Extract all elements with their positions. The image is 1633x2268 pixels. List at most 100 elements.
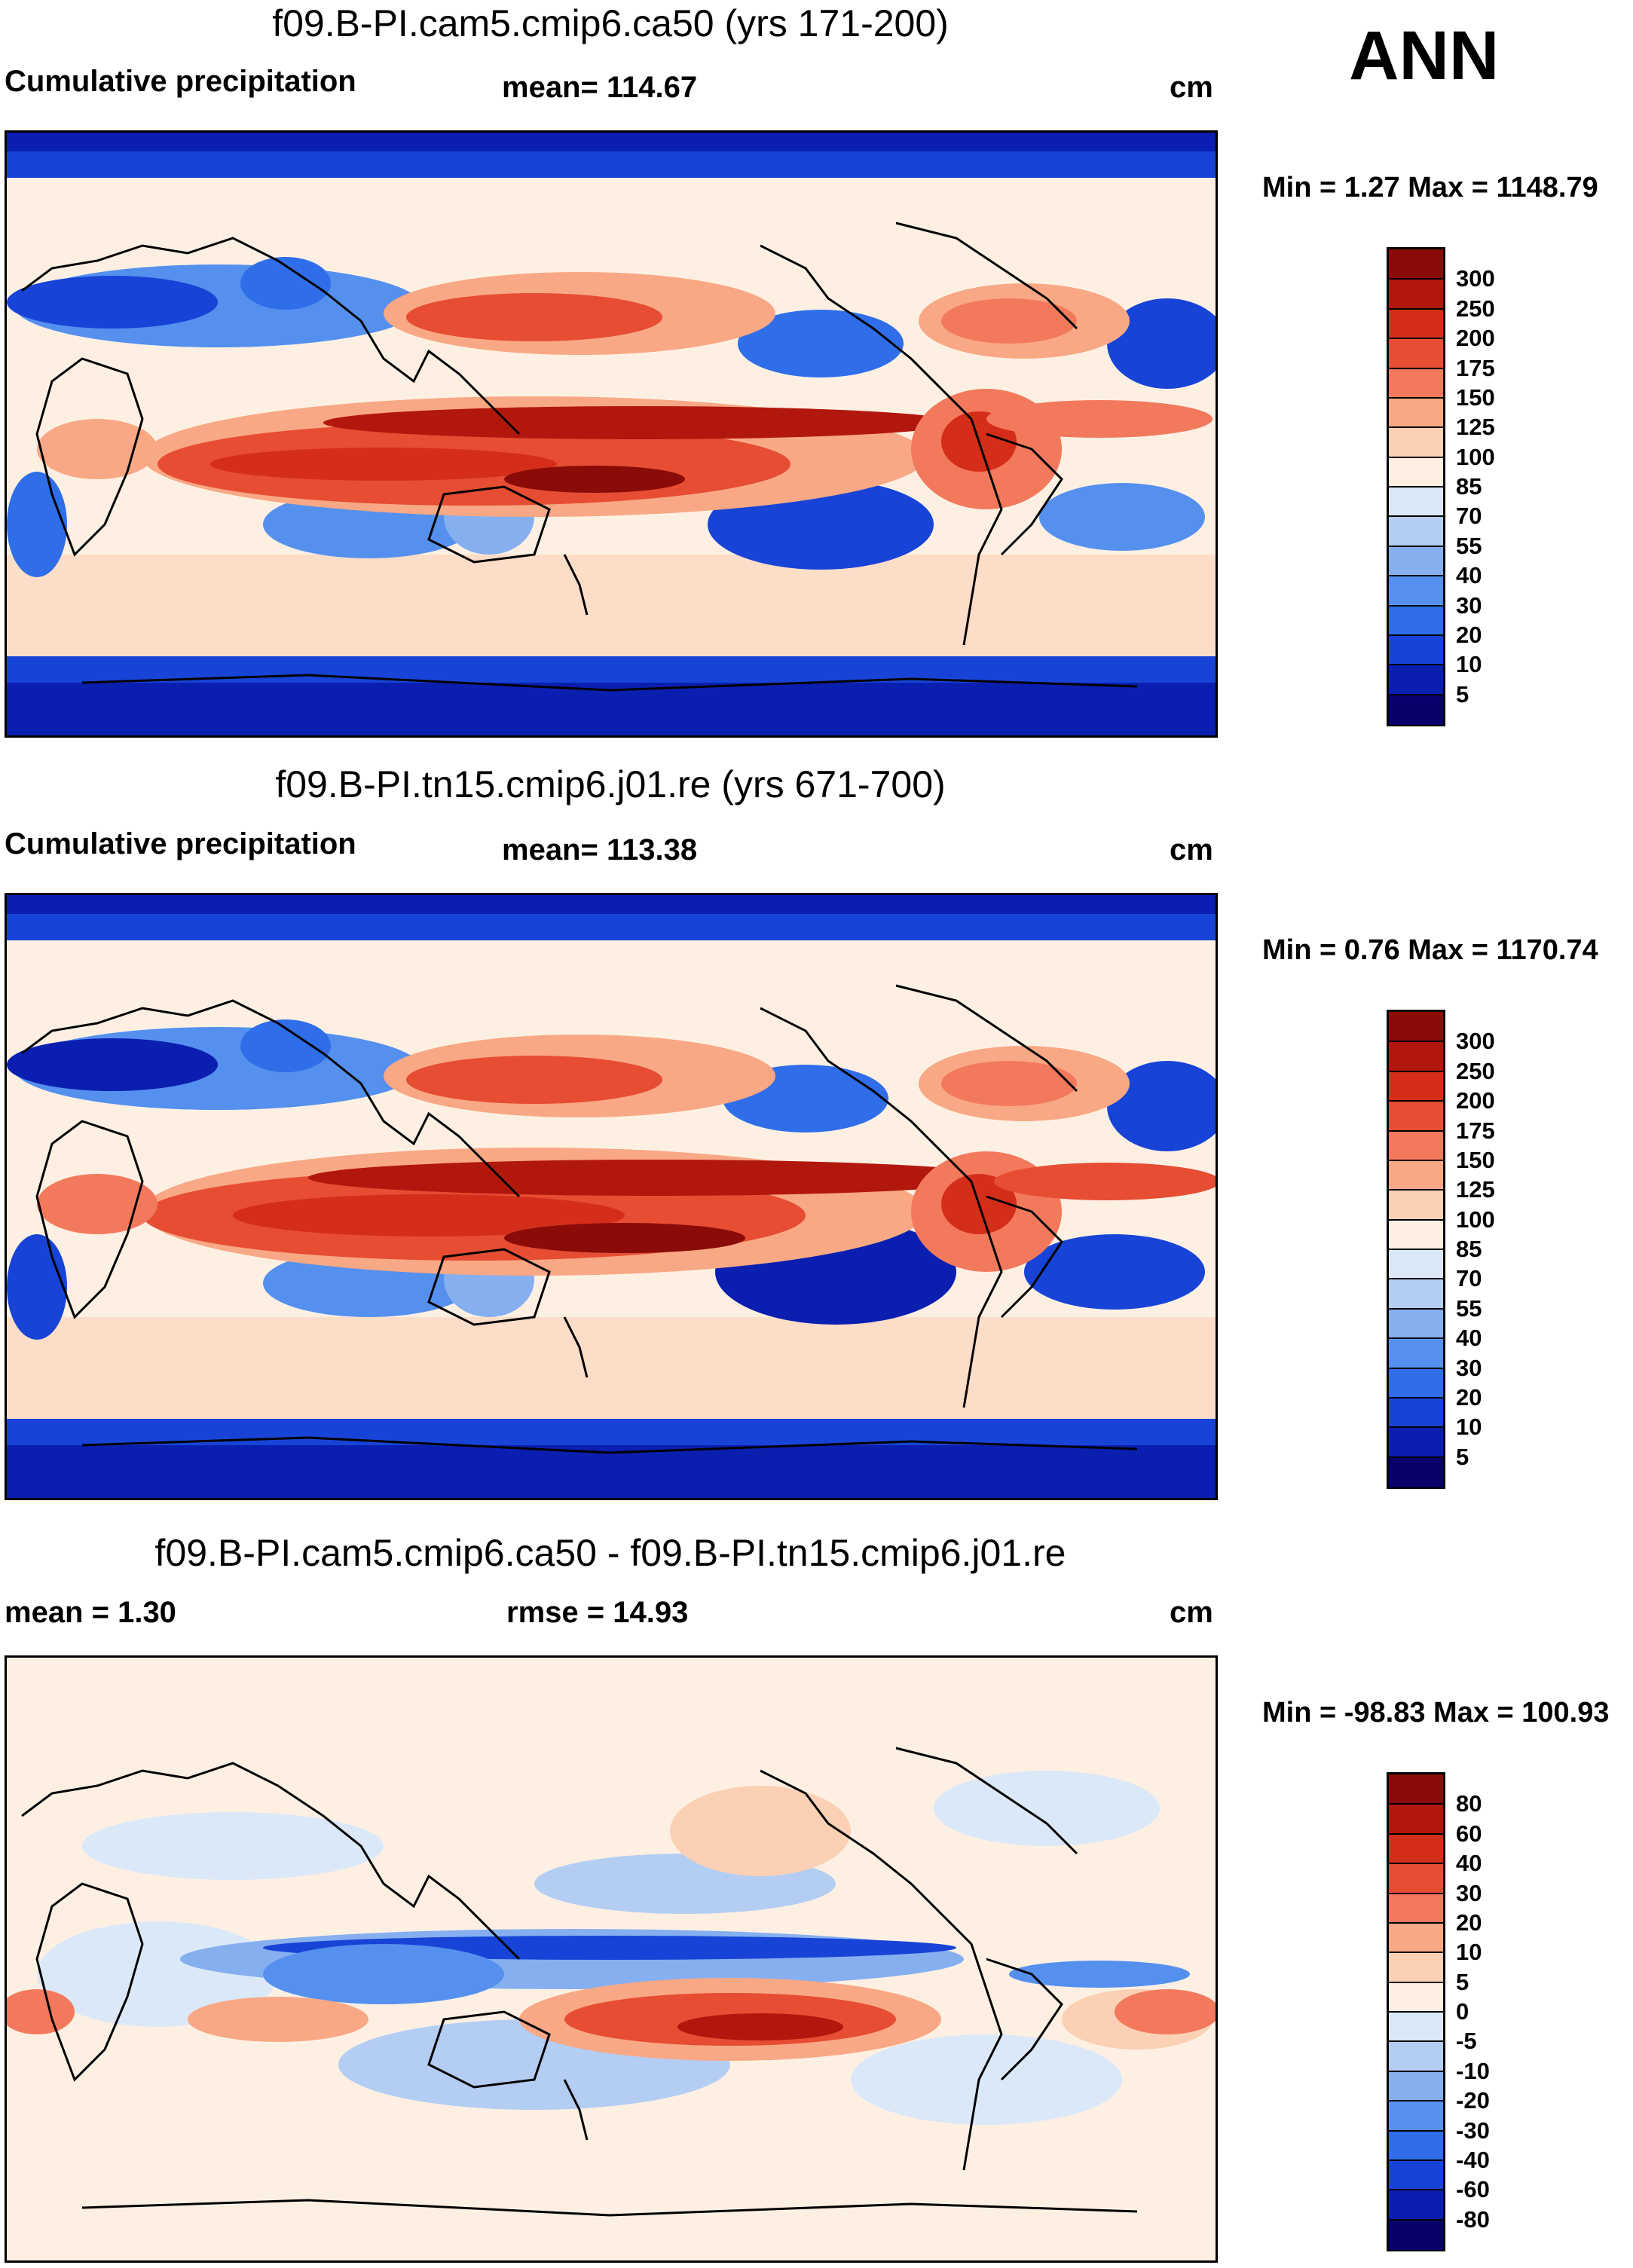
colorbar-tick-label: 85	[1456, 473, 1482, 500]
colorbar-cell	[1389, 1863, 1443, 1894]
colorbar-tick-label: 150	[1456, 1146, 1495, 1173]
colorbar-tick-label: 70	[1456, 503, 1482, 530]
colorbar-divider	[1389, 1159, 1443, 1161]
panel3-rmse-label: rmse = 14.93	[506, 1596, 689, 1629]
panel3-units-label: cm	[1170, 1596, 1213, 1629]
colorbar-tick-label: 200	[1456, 1087, 1495, 1114]
colorbar-cell	[1389, 1833, 1443, 1864]
colorbar-divider	[1389, 1307, 1443, 1310]
colorbar-cell	[1389, 308, 1443, 339]
colorbar-cell	[1389, 1427, 1443, 1458]
colorbar-divider	[1389, 1952, 1443, 1954]
colorbar-cell	[1389, 1279, 1443, 1310]
colorbar-tick-label: 85	[1456, 1236, 1482, 1262]
panel2-minmax: Min = 0.76 Max = 1170.74	[1262, 934, 1598, 966]
colorbar-divider	[1389, 396, 1443, 399]
colorbar-cell	[1389, 1338, 1443, 1368]
panel1-map	[5, 130, 1218, 738]
colorbar-divider	[1389, 1832, 1443, 1835]
colorbar-cell	[1389, 2190, 1443, 2221]
colorbar-cell	[1389, 1041, 1443, 1072]
colorbar-tick-label: 20	[1456, 1909, 1482, 1936]
colorbar-tick-label: 5	[1456, 1968, 1469, 1995]
colorbar-cell	[1389, 338, 1443, 368]
colorbar-cell	[1389, 665, 1443, 695]
colorbar-cell	[1389, 487, 1443, 517]
colorbar-tick-label: 125	[1456, 414, 1495, 441]
colorbar-divider	[1389, 2070, 1443, 2072]
colorbar-divider	[1389, 1278, 1443, 1280]
colorbar-tick-label: 5	[1456, 680, 1469, 708]
colorbar-divider	[1389, 664, 1443, 666]
colorbar-divider	[1389, 486, 1443, 488]
colorbar-divider	[1389, 278, 1443, 280]
colorbar-tick-label: 20	[1456, 1383, 1482, 1411]
panel1-minmax: Min = 1.27 Max = 1148.79	[1262, 172, 1598, 203]
panel1-title: f09.B-PI.cam5.cmip6.ca50 (yrs 171-200)	[272, 2, 949, 44]
panel2-colorbar	[1387, 1010, 1445, 1489]
colorbar-cell	[1389, 427, 1443, 458]
colorbar-cell	[1389, 457, 1443, 488]
colorbar-cell	[1389, 368, 1443, 399]
colorbar-cell	[1389, 1130, 1443, 1161]
colorbar-cell	[1389, 1160, 1443, 1191]
colorbar-cell	[1389, 2071, 1443, 2101]
colorbar-cell	[1389, 1456, 1443, 1487]
colorbar-cell	[1389, 1368, 1443, 1398]
colorbar-cell	[1389, 1308, 1443, 1339]
colorbar-divider	[1389, 1070, 1443, 1072]
colorbar-tick-label: 30	[1456, 591, 1482, 619]
colorbar-divider	[1389, 338, 1443, 340]
colorbar-tick-label: 150	[1456, 384, 1495, 411]
panel2-mean-label: mean= 113.38	[502, 833, 698, 867]
colorbar-divider	[1389, 545, 1443, 547]
colorbar-cell	[1389, 634, 1443, 665]
colorbar-divider	[1389, 1396, 1443, 1398]
colorbar-cell	[1389, 1219, 1443, 1250]
colorbar-tick-label: -10	[1456, 2057, 1490, 2084]
colorbar-cell	[1389, 2012, 1443, 2042]
colorbar-cell	[1389, 1397, 1443, 1428]
colorbar-tick-label: 250	[1456, 295, 1495, 322]
colorbar-cell	[1389, 397, 1443, 428]
colorbar-divider	[1389, 515, 1443, 518]
colorbar-divider	[1389, 634, 1443, 636]
colorbar-cell	[1389, 2159, 1443, 2190]
season-label: ANN	[1349, 17, 1500, 94]
colorbar-tick-label: 20	[1456, 621, 1482, 648]
colorbar-tick-label: 5	[1456, 1443, 1469, 1470]
colorbar-tick-label: 30	[1456, 1354, 1482, 1381]
colorbar-divider	[1389, 575, 1443, 577]
panel1-colorbar	[1387, 247, 1445, 726]
colorbar-tick-label: -30	[1456, 2117, 1490, 2144]
colorbar-cell	[1389, 1804, 1443, 1835]
colorbar-tick-label: 175	[1456, 354, 1495, 381]
panel2-map-svg	[7, 895, 1216, 1498]
colorbar-tick-label: 40	[1456, 1325, 1482, 1352]
panel2-map	[5, 893, 1218, 1500]
panel1-map-svg	[7, 133, 1216, 735]
colorbar-cell	[1389, 2041, 1443, 2072]
colorbar-divider	[1389, 2159, 1443, 2161]
colorbar-tick-label: 40	[1456, 1850, 1482, 1877]
panel3-mean-label: mean = 1.30	[5, 1596, 176, 1629]
colorbar-divider	[1389, 1189, 1443, 1191]
colorbar-cell	[1389, 2101, 1443, 2131]
colorbar-cell	[1389, 1012, 1443, 1042]
colorbar-tick-label: 300	[1456, 1028, 1495, 1055]
colorbar-divider	[1389, 1863, 1443, 1865]
colorbar-tick-label: 300	[1456, 265, 1495, 292]
panel3-map-svg	[7, 1658, 1216, 2260]
colorbar-tick-label: 100	[1456, 443, 1495, 470]
colorbar-tick-label: -80	[1456, 2205, 1490, 2233]
colorbar-tick-label: 55	[1456, 532, 1482, 559]
colorbar-cell	[1389, 2130, 1443, 2161]
colorbar-tick-label: 100	[1456, 1206, 1495, 1233]
colorbar-cell	[1389, 1249, 1443, 1279]
colorbar-tick-label: 175	[1456, 1117, 1495, 1144]
colorbar-tick-label: 125	[1456, 1176, 1495, 1203]
colorbar-divider	[1389, 1337, 1443, 1340]
panel3-colorbar	[1387, 1772, 1445, 2251]
colorbar-tick-label: 10	[1456, 1939, 1482, 1966]
colorbar-divider	[1389, 1892, 1443, 1894]
